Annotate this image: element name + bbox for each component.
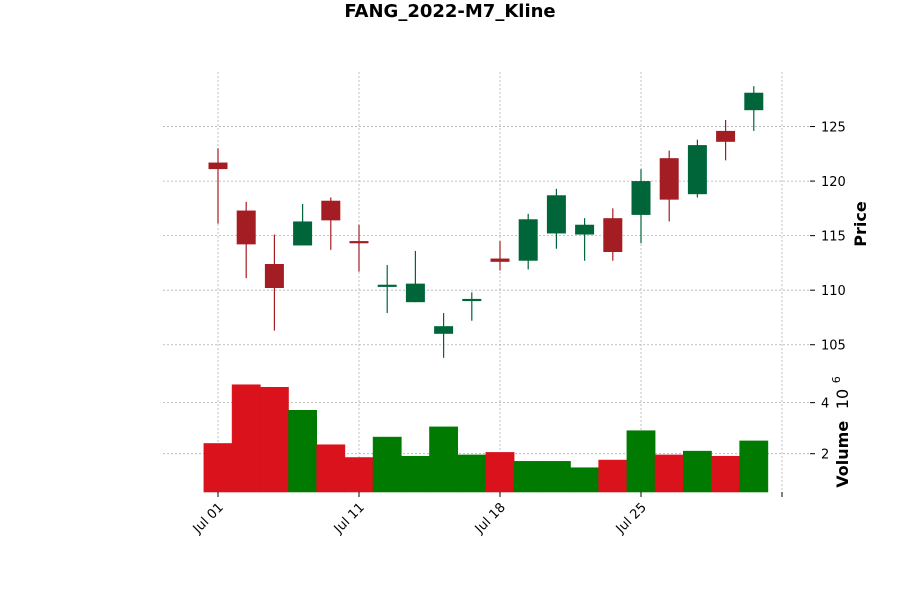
- volume-bar: [400, 455, 430, 493]
- price-tick-label: 125: [821, 121, 846, 136]
- volume-bar: [654, 454, 684, 493]
- candle-body: [716, 130, 736, 142]
- volume-bar: [598, 459, 628, 493]
- candle-body: [264, 264, 284, 288]
- volume-bar: [429, 426, 459, 493]
- candle-body: [518, 219, 538, 261]
- volume-tick-label: 4: [821, 397, 829, 412]
- candle-body: [434, 326, 454, 334]
- candle-body: [631, 181, 651, 215]
- price-grid: [163, 72, 810, 372]
- volume-bar: [570, 467, 600, 493]
- candle-body: [603, 218, 623, 252]
- candle-body: [687, 145, 707, 195]
- chart-title: FANG_2022-M7_Kline: [344, 1, 555, 22]
- candle-body: [236, 210, 256, 245]
- price-tick-label: 110: [821, 284, 846, 299]
- volume-bar: [626, 430, 656, 493]
- candles-group: [208, 86, 764, 358]
- x-tick-label: Jul 11: [331, 500, 368, 537]
- volume-bar: [711, 455, 741, 493]
- candle-body: [293, 221, 313, 246]
- volume-bar: [316, 444, 346, 493]
- volume-bar: [344, 457, 374, 493]
- candle-body: [377, 284, 397, 287]
- candle-body: [575, 224, 595, 235]
- candle-body: [462, 298, 482, 302]
- price-tick-label: 105: [821, 339, 846, 354]
- price-y-ticks: 105 110 115 120 125: [810, 121, 846, 354]
- candle-body: [744, 92, 764, 111]
- candle-body: [490, 258, 510, 262]
- volume-bar: [259, 387, 289, 493]
- x-tick-label: Jul 01: [190, 500, 227, 537]
- x-tick-label: Jul 25: [613, 500, 650, 537]
- volume-bar: [288, 409, 318, 493]
- candle-body: [349, 241, 369, 244]
- candle-body: [546, 195, 566, 234]
- volume-axis-label: Volume 10 6: [830, 376, 852, 487]
- volume-bar: [372, 436, 402, 493]
- volume-y-ticks: 24: [810, 397, 829, 463]
- candle-body: [321, 200, 341, 221]
- volume-bar: [541, 461, 571, 493]
- price-tick-label: 115: [821, 230, 846, 245]
- price-tick-label: 120: [821, 175, 846, 190]
- volume-bar: [457, 454, 487, 493]
- volume-bars-group: [203, 384, 769, 493]
- volume-tick-label: 2: [821, 448, 829, 463]
- volume-bar: [203, 443, 233, 493]
- volume-bar: [739, 440, 769, 493]
- candle-body: [208, 162, 228, 170]
- volume-bar: [513, 461, 543, 493]
- volume-bar: [231, 384, 261, 493]
- x-axis-ticks: Jul 01 Jul 11 Jul 18 Jul 25: [190, 492, 783, 537]
- candle-body: [405, 283, 425, 303]
- volume-bar: [682, 450, 712, 493]
- x-tick-label: Jul 18: [472, 500, 509, 537]
- price-axis-label: Price: [851, 201, 870, 247]
- volume-axis-label-group: Volume 10 6: [830, 376, 852, 487]
- candle-body: [659, 158, 679, 200]
- volume-bar: [485, 452, 515, 493]
